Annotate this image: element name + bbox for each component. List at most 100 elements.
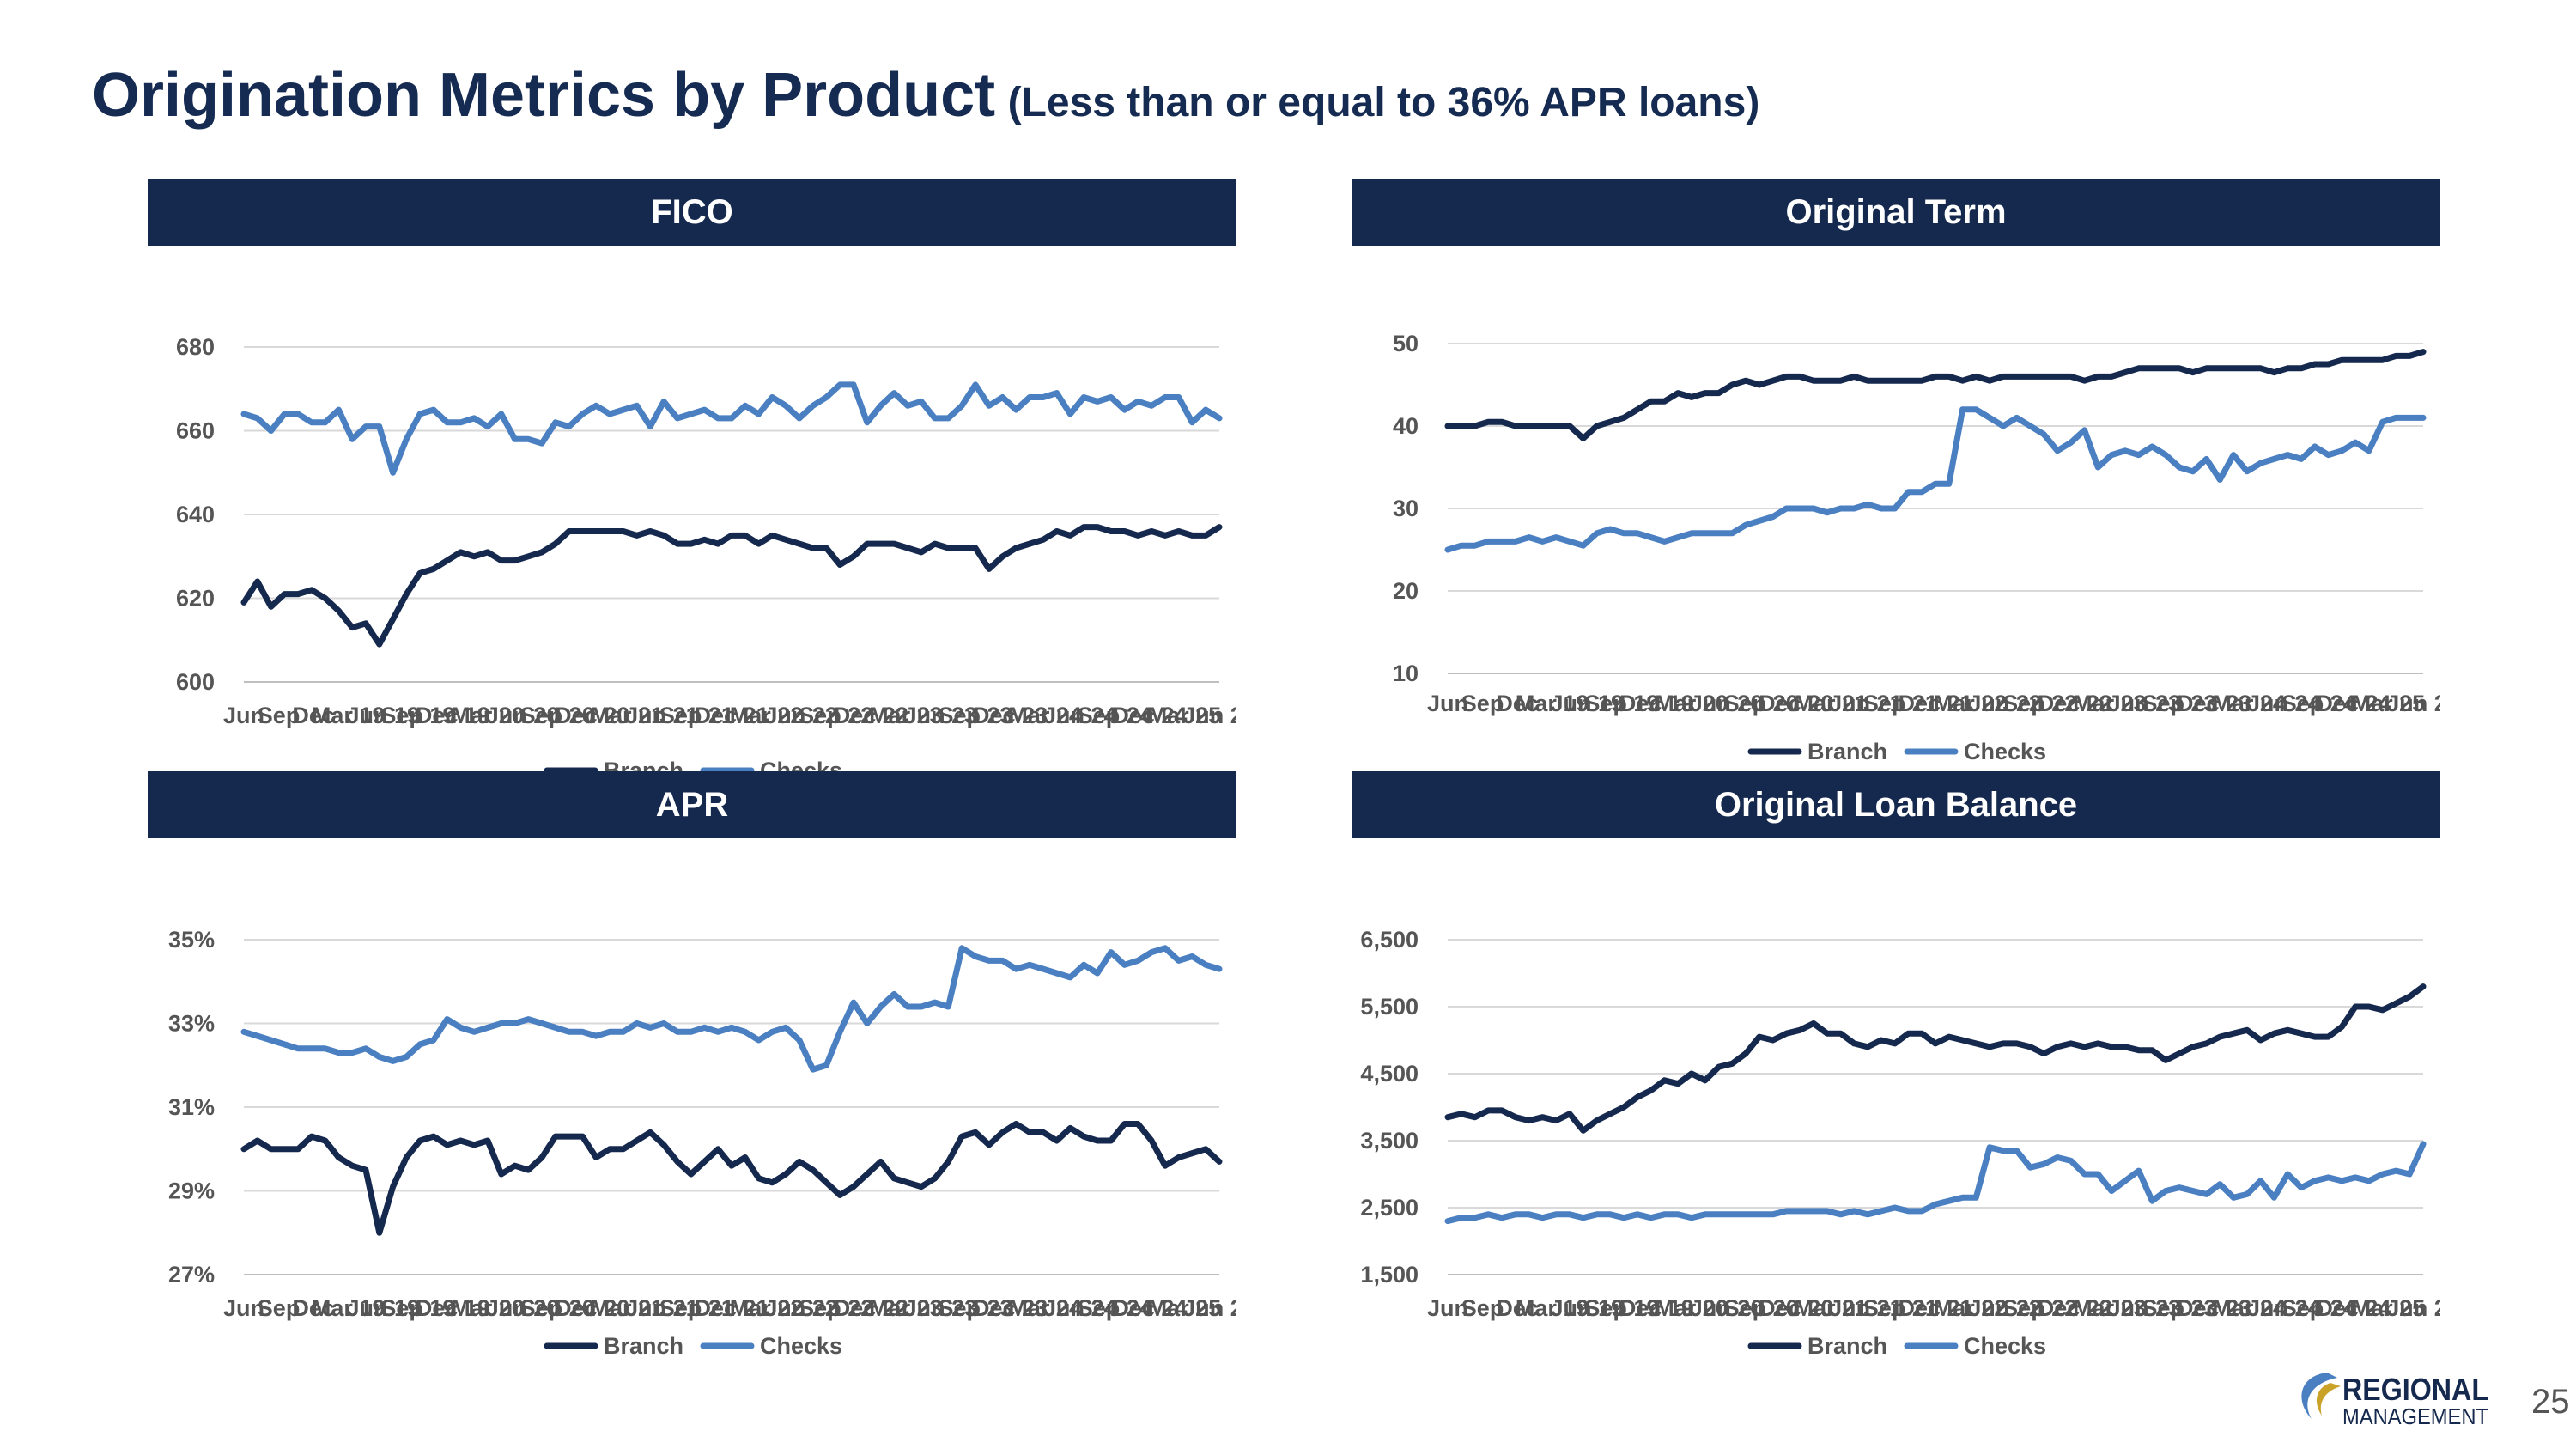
x-tick-label: Jun 19 (347, 1295, 421, 1321)
x-tick-label: Jun 20 (486, 1295, 560, 1321)
x-tick-label: Dec 21 (1898, 1295, 1972, 1321)
x-tick-label: Dec 24 (1112, 703, 1187, 728)
y-tick-label: 35% (168, 927, 215, 953)
y-tick-label: 1,500 (1360, 1262, 1419, 1288)
x-tick-label: Dec 23 (973, 703, 1048, 728)
x-tick-label: Jun 20 (1690, 1295, 1764, 1321)
x-tick-label: Jun (1427, 1295, 1468, 1321)
x-tick-label: Sep (1461, 1295, 1504, 1321)
x-tick-label: Mar 25 (2352, 1295, 2426, 1321)
fico-panel-header: FICO (148, 179, 1236, 246)
y-tick-label: 680 (176, 334, 215, 360)
x-tick-label: Sep 23 (938, 1295, 1012, 1321)
x-tick-label: Sep 24 (1078, 1295, 1152, 1321)
legend-label-checks: Checks (1964, 739, 2046, 764)
page-subtitle: (Less than or equal to 36% APR loans) (1007, 80, 1760, 125)
page-number: 25 (2531, 1383, 2570, 1421)
x-tick-label: Mar 23 (2073, 1295, 2147, 1321)
x-tick-label: Jun 25 (1182, 703, 1236, 728)
legend-label-checks: Checks (760, 1333, 842, 1359)
y-tick-label: 27% (168, 1262, 215, 1288)
x-tick-label: Dec 23 (973, 1295, 1048, 1321)
y-tick-label: 5,500 (1360, 994, 1419, 1020)
x-tick-label: Dec 23 (2177, 691, 2251, 716)
x-tick-label: Sep 22 (2002, 691, 2077, 716)
x-tick-label: Dec 20 (1759, 691, 1833, 716)
x-tick-label: Sep 23 (938, 703, 1012, 728)
legend-label-branch: Branch (1807, 739, 1887, 764)
x-tick-label: Mar 25 (2352, 691, 2426, 716)
x-tick-label: Sep 20 (520, 1295, 595, 1321)
x-tick-label: Dec 21 (694, 1295, 769, 1321)
apr-panel: APR 27% 29% 31% 33% 35% Jun Sep Dec Mar 19 Jun 19… (148, 771, 1236, 1371)
x-tick-label: Jun 23 (904, 703, 978, 728)
x-tick-label: Dec 24 (2316, 1295, 2391, 1321)
x-tick-label: Mar 22 (1934, 691, 2008, 716)
x-tick-label: Mar 19 (1516, 691, 1589, 716)
series-line-checks (240, 381, 1223, 476)
x-tick-label: Mar 24 (2212, 691, 2286, 716)
y-tick-label: 620 (176, 586, 215, 612)
x-tick-label: Sep 24 (2281, 1295, 2356, 1321)
y-tick-label: 6,500 (1360, 927, 1419, 953)
x-tick-label: Jun 23 (2108, 1295, 2182, 1321)
x-tick-label: Sep (1461, 691, 1504, 716)
x-tick-label: Sep 19 (380, 1295, 455, 1321)
slide-title: Origination Metrics by Product (Less tha… (92, 60, 1759, 131)
x-tick-label: Dec 22 (2038, 691, 2112, 716)
logo-line1: REGIONAL (2342, 1372, 2488, 1407)
series-line-branch (240, 524, 1223, 648)
series-line-checks (1444, 1141, 2427, 1225)
original-loan-balance-panel-header: Original Loan Balance (1352, 771, 2440, 838)
y-tick-label: 2,500 (1360, 1195, 1419, 1221)
x-tick-label: Sep 19 (1584, 1295, 1659, 1321)
series-line-checks (1444, 406, 2427, 553)
x-tick-label: Dec (292, 1295, 335, 1321)
x-tick-label: Jun 21 (625, 703, 699, 728)
x-tick-label: Sep 20 (520, 703, 595, 728)
x-tick-label: Dec 20 (555, 703, 629, 728)
x-tick-label: Mar 25 (1148, 703, 1222, 728)
x-tick-label: Mar 23 (2073, 691, 2147, 716)
x-tick-label: Dec 20 (1759, 1295, 1833, 1321)
x-tick-label: Jun 24 (1043, 703, 1117, 728)
x-tick-label: Sep 20 (1724, 1295, 1799, 1321)
x-tick-label: Jun 19 (347, 703, 421, 728)
x-tick-label: Mar 21 (591, 703, 665, 728)
x-tick-label: Sep 20 (1724, 691, 1799, 716)
series-line-branch (1444, 349, 2427, 441)
original-loan-balance-chart: 1,5002,5003,5004,5005,5006,500JunSepDecM… (1360, 927, 2440, 1359)
y-tick-label: 600 (176, 669, 215, 695)
x-tick-label: Jun 25 (2386, 1295, 2440, 1321)
x-tick-label: Mar 20 (451, 703, 525, 728)
original-term-panel: Original Term 10 20 30 40 50 Jun Sep Dec Mar 19 J… (1352, 179, 2440, 795)
x-tick-label: Sep 21 (1863, 1295, 1938, 1321)
y-tick-label: 40 (1393, 413, 1419, 439)
x-tick-label: Sep 19 (1584, 691, 1659, 716)
legend-label-branch: Branch (604, 1333, 683, 1359)
x-tick-label: Dec 19 (416, 703, 490, 728)
x-tick-label: Jun 23 (2108, 691, 2182, 716)
x-tick-label: Jun (1427, 691, 1468, 716)
legend-label-checks: Checks (1964, 1333, 2046, 1359)
x-tick-label: Jun 23 (904, 1295, 978, 1321)
x-tick-label: Sep 24 (1078, 703, 1152, 728)
y-tick-label: 660 (176, 418, 215, 444)
x-tick-label: Mar 22 (730, 703, 804, 728)
logo-swoosh-accent-icon (2317, 1383, 2341, 1416)
x-tick-label: Jun (223, 703, 264, 728)
x-tick-label: Dec 21 (694, 703, 769, 728)
x-tick-label: Sep 22 (799, 1295, 873, 1321)
x-tick-label: Jun 24 (1043, 1295, 1117, 1321)
x-tick-label: Sep 22 (799, 703, 873, 728)
x-tick-label: Mar 19 (1516, 1295, 1589, 1321)
x-tick-label: Dec 23 (2177, 1295, 2251, 1321)
x-tick-label: Dec 22 (2038, 1295, 2112, 1321)
x-tick-label: Sep 23 (2142, 691, 2216, 716)
y-tick-label: 640 (176, 502, 215, 527)
x-tick-label: Dec 24 (1112, 1295, 1187, 1321)
x-tick-label: Mar 23 (869, 703, 943, 728)
y-tick-label: 33% (168, 1011, 215, 1037)
